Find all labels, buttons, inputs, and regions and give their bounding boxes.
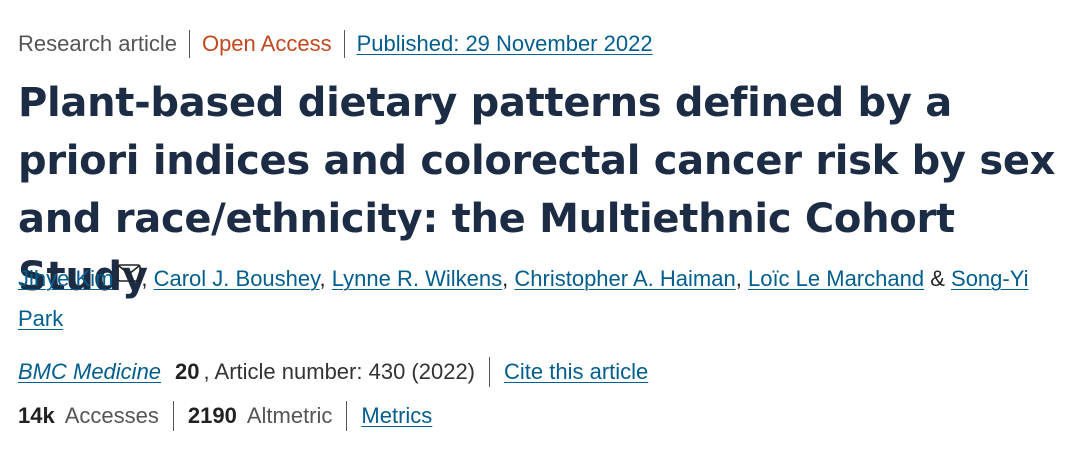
- altmetric-count: 2190: [187, 403, 237, 428]
- altmetric-label: Altmetric: [246, 403, 333, 428]
- author-link[interactable]: Lynne R. Wilkens: [331, 266, 503, 291]
- accesses-label: Accesses: [64, 403, 159, 428]
- published-date-link[interactable]: Published: 29 November 2022: [356, 31, 653, 56]
- author-link[interactable]: Jihye Kim: [18, 266, 114, 291]
- author-link[interactable]: Christopher A. Haiman: [514, 266, 736, 291]
- author-link[interactable]: Loïc Le Marchand: [747, 266, 925, 291]
- author-separator: ,: [319, 266, 326, 291]
- metrics-link[interactable]: Metrics: [361, 403, 433, 428]
- divider: [489, 357, 491, 387]
- journal-link[interactable]: BMC Medicine: [18, 359, 162, 384]
- divider: [346, 401, 348, 431]
- author-separator: ,: [735, 266, 742, 291]
- accesses-count: 14k: [18, 403, 55, 428]
- journal-info: BMC Medicine 20 , Article number: 430 (2…: [18, 356, 648, 388]
- article-type: Research article: [18, 31, 177, 56]
- article-title: Plant-based dietary patterns defined by …: [18, 80, 1056, 300]
- article-number: , Article number: 430 (2022): [203, 359, 476, 384]
- mail-icon[interactable]: [117, 255, 142, 295]
- divider: [172, 401, 174, 431]
- divider: [188, 30, 190, 58]
- author-separator: &: [930, 266, 945, 291]
- article-metrics: 14k Accesses 2190 Altmetric Metrics: [18, 400, 432, 432]
- open-access-label: Open Access: [201, 31, 332, 56]
- author-separator: ,: [141, 266, 148, 291]
- divider: [343, 30, 345, 58]
- author-link[interactable]: Song-Yi Park: [18, 266, 1029, 331]
- author-list: Jihye Kim, Carol J. Boushey, Lynne R. Wi…: [18, 255, 1068, 339]
- author-link[interactable]: Carol J. Boushey: [153, 266, 320, 291]
- author-separator: ,: [502, 266, 509, 291]
- journal-volume: 20: [175, 359, 200, 384]
- cite-article-link[interactable]: Cite this article: [504, 359, 649, 384]
- article-meta: Research article Open Access Published: …: [18, 28, 653, 60]
